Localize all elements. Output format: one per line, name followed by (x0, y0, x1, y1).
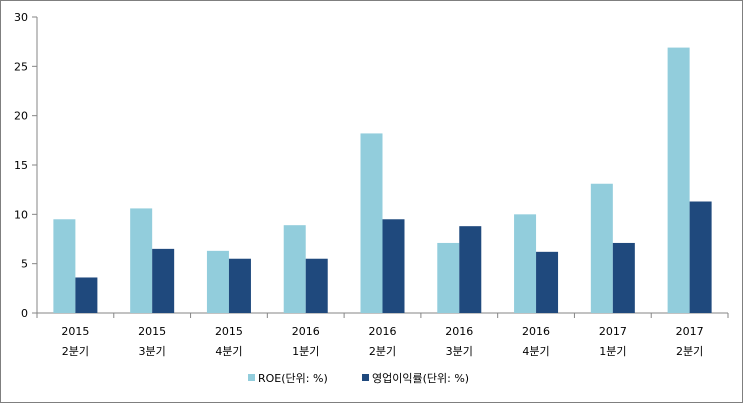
bar-roe (437, 242, 460, 313)
bar-roe (514, 214, 537, 313)
bars (53, 47, 712, 313)
x-tick-label-quarter: 3분기 (446, 345, 473, 358)
bar-roe (206, 250, 229, 313)
bar-operating-margin (612, 242, 635, 313)
x-tick-label-year: 2016 (445, 325, 473, 338)
y-axis: 0 5 10 15 20 25 30 (14, 11, 38, 320)
bar-roe (590, 183, 613, 313)
x-tick-label-year: 2016 (369, 325, 397, 338)
y-tick-label: 20 (14, 110, 28, 123)
bar-operating-margin (382, 219, 405, 313)
bar-operating-margin (75, 277, 98, 313)
y-tick-label: 0 (21, 307, 28, 320)
legend-item-operating-margin: 영업이익률(단위: %) (372, 372, 469, 385)
x-tick-label-quarter: 4분기 (522, 345, 549, 358)
x-axis: 2015 2분기 2015 3분기 2015 4분기 2016 1분기 2016 2분기 2016 3… (36, 312, 729, 358)
bar-roe (360, 133, 383, 313)
x-tick-label-year: 2015 (61, 325, 89, 338)
x-tick-label-year: 2017 (599, 325, 627, 338)
bar-roe (667, 47, 690, 313)
bar-roe (53, 219, 76, 313)
bar-operating-margin (536, 251, 559, 313)
bar-roe (130, 208, 153, 313)
x-tick-label-quarter: 1분기 (599, 345, 626, 358)
legend: ROE(단위: %) 영업이익률(단위: %) (248, 372, 469, 385)
y-tick-label: 15 (14, 159, 28, 172)
bar-roe (283, 225, 306, 313)
bar-operating-margin (228, 258, 251, 313)
x-tick-label-quarter: 2분기 (62, 345, 89, 358)
y-tick-label: 30 (14, 11, 28, 24)
y-tick-label: 10 (14, 208, 28, 221)
x-tick-label-year: 2016 (292, 325, 320, 338)
legend-item-roe: ROE(단위: %) (258, 372, 328, 385)
x-tick-label-year: 2017 (676, 325, 704, 338)
x-tick-label-quarter: 2분기 (676, 345, 703, 358)
x-tick-label-quarter: 3분기 (139, 345, 166, 358)
x-tick-label-year: 2016 (522, 325, 550, 338)
x-tick-label-quarter: 1분기 (292, 345, 319, 358)
x-tick-label-year: 2015 (215, 325, 243, 338)
bar-operating-margin (152, 248, 175, 313)
x-tick-label-quarter: 2분기 (369, 345, 396, 358)
bar-operating-margin (459, 226, 482, 313)
y-tick-label: 25 (14, 60, 28, 73)
legend-swatch (248, 374, 255, 381)
x-tick-label-year: 2015 (138, 325, 166, 338)
bar-operating-margin (305, 258, 328, 313)
legend-swatch (362, 374, 369, 381)
x-tick-label-quarter: 4분기 (215, 345, 242, 358)
y-tick-label: 5 (21, 258, 28, 271)
bar-operating-margin (689, 201, 712, 313)
